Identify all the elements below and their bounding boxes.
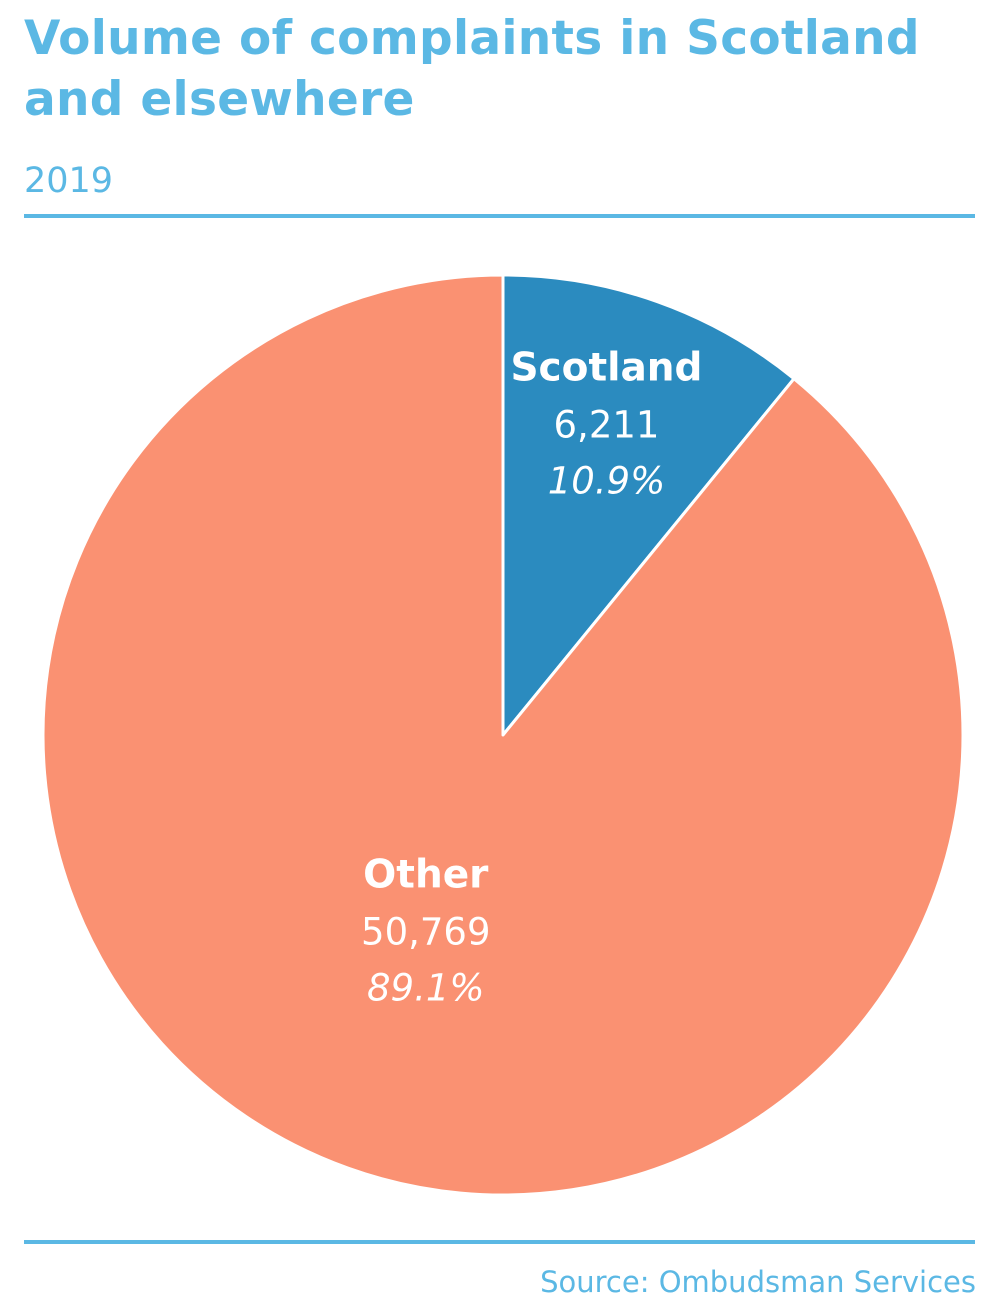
chart-subtitle: 2019	[24, 161, 114, 201]
chart-title: Volume of complaints in Scotland and els…	[24, 11, 920, 127]
top-divider	[24, 214, 975, 218]
bottom-divider	[24, 1240, 975, 1244]
pie-slice-other	[41, 273, 965, 1197]
slice-percent-other: 89.1%	[367, 967, 485, 1010]
source-note: Source: Ombudsman Services	[540, 1265, 976, 1299]
slice-label-other: Other	[363, 853, 489, 898]
slice-value-scotland: 6,211	[554, 404, 660, 447]
slice-label-scotland: Scotland	[510, 346, 702, 391]
slice-value-other: 50,769	[361, 911, 490, 954]
pie-slice-scotland	[501, 273, 796, 737]
slice-percent-scotland: 10.9%	[548, 460, 666, 503]
pie-chart: Scotland 6,211 10.9% Other 50,769 89.1%	[41, 273, 965, 1197]
